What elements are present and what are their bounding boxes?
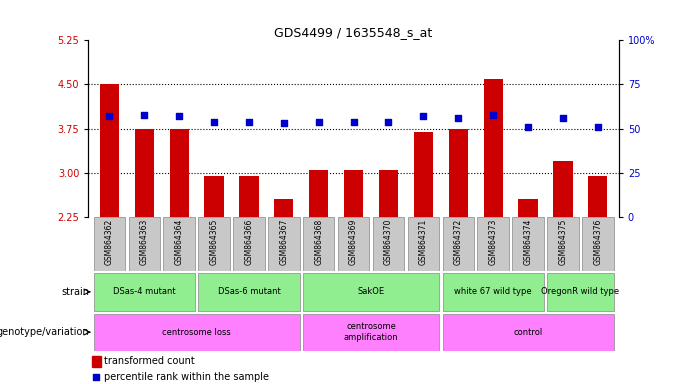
Text: control: control bbox=[513, 328, 543, 337]
Text: GSM864368: GSM864368 bbox=[314, 218, 323, 265]
Text: transformed count: transformed count bbox=[104, 356, 194, 366]
Point bbox=[348, 119, 359, 125]
Text: GSM864376: GSM864376 bbox=[594, 218, 602, 265]
Bar bbox=[129, 217, 160, 271]
Text: GSM864364: GSM864364 bbox=[175, 218, 184, 265]
Bar bbox=[477, 217, 509, 271]
Text: GSM864365: GSM864365 bbox=[209, 218, 218, 265]
Point bbox=[453, 115, 464, 121]
Bar bbox=[303, 273, 439, 311]
Point bbox=[173, 113, 184, 119]
Point bbox=[313, 119, 324, 125]
Text: SakOE: SakOE bbox=[358, 287, 385, 296]
Bar bbox=[163, 217, 195, 271]
Bar bbox=[408, 217, 439, 271]
Bar bbox=[233, 217, 265, 271]
Bar bbox=[94, 217, 125, 271]
Point bbox=[592, 124, 603, 130]
Bar bbox=[518, 199, 538, 217]
Text: GSM864362: GSM864362 bbox=[105, 218, 114, 265]
Bar bbox=[554, 161, 573, 217]
Bar bbox=[135, 129, 154, 217]
Bar bbox=[303, 217, 335, 271]
Bar bbox=[443, 273, 544, 311]
Bar bbox=[205, 176, 224, 217]
Text: OregonR wild type: OregonR wild type bbox=[541, 287, 619, 296]
Bar bbox=[547, 273, 613, 311]
Text: GSM864375: GSM864375 bbox=[558, 218, 568, 265]
Bar bbox=[199, 273, 299, 311]
Point bbox=[523, 124, 534, 130]
Bar bbox=[100, 84, 119, 217]
Point bbox=[558, 115, 568, 121]
Title: GDS4499 / 1635548_s_at: GDS4499 / 1635548_s_at bbox=[275, 26, 432, 39]
Text: white 67 wild type: white 67 wild type bbox=[454, 287, 532, 296]
Bar bbox=[92, 356, 101, 367]
Text: genotype/variation: genotype/variation bbox=[0, 327, 89, 337]
Bar bbox=[443, 217, 474, 271]
Bar bbox=[309, 170, 328, 217]
Bar bbox=[582, 217, 613, 271]
Bar bbox=[443, 314, 613, 351]
Bar bbox=[512, 217, 544, 271]
Text: DSas-4 mutant: DSas-4 mutant bbox=[113, 287, 175, 296]
Text: DSas-6 mutant: DSas-6 mutant bbox=[218, 287, 280, 296]
Text: GSM864369: GSM864369 bbox=[349, 218, 358, 265]
Text: GSM864371: GSM864371 bbox=[419, 218, 428, 265]
Bar bbox=[169, 129, 189, 217]
Text: GSM864367: GSM864367 bbox=[279, 218, 288, 265]
Bar bbox=[344, 170, 363, 217]
Point bbox=[383, 119, 394, 125]
Point bbox=[139, 111, 150, 118]
Point bbox=[243, 119, 254, 125]
Text: strain: strain bbox=[61, 287, 89, 297]
Point bbox=[278, 120, 289, 126]
Text: GSM864374: GSM864374 bbox=[524, 218, 532, 265]
Bar bbox=[239, 176, 258, 217]
Text: GSM864373: GSM864373 bbox=[489, 218, 498, 265]
Bar bbox=[268, 217, 299, 271]
Text: GSM864363: GSM864363 bbox=[139, 218, 149, 265]
Bar bbox=[588, 176, 607, 217]
Point bbox=[418, 113, 429, 119]
Bar bbox=[379, 170, 398, 217]
Text: GSM864372: GSM864372 bbox=[454, 218, 463, 265]
Bar bbox=[547, 217, 579, 271]
Text: centrosome
amplification: centrosome amplification bbox=[343, 323, 398, 342]
Bar bbox=[303, 314, 439, 351]
Point bbox=[209, 119, 220, 125]
Bar bbox=[338, 217, 369, 271]
Text: centrosome loss: centrosome loss bbox=[163, 328, 231, 337]
Text: percentile rank within the sample: percentile rank within the sample bbox=[104, 372, 269, 382]
Point bbox=[488, 111, 498, 118]
Bar bbox=[94, 273, 195, 311]
Point bbox=[104, 113, 115, 119]
Text: GSM864366: GSM864366 bbox=[244, 218, 254, 265]
Bar bbox=[94, 314, 299, 351]
Bar bbox=[199, 217, 230, 271]
Text: GSM864370: GSM864370 bbox=[384, 218, 393, 265]
Bar bbox=[414, 132, 433, 217]
Bar bbox=[449, 129, 468, 217]
Point bbox=[90, 374, 101, 381]
Bar bbox=[373, 217, 404, 271]
Bar bbox=[483, 79, 503, 217]
Bar bbox=[274, 199, 293, 217]
